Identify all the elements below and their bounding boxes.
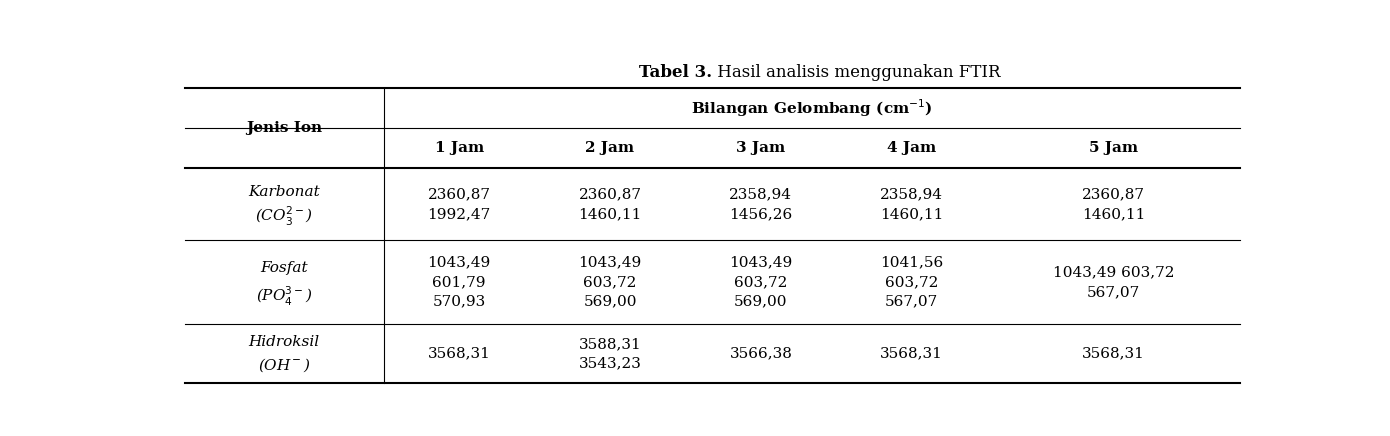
Text: Hasil analisis menggunakan FTIR: Hasil analisis menggunakan FTIR: [713, 64, 1001, 81]
Text: (OH$^-$): (OH$^-$): [257, 357, 310, 374]
Text: 2358,94
1456,26: 2358,94 1456,26: [730, 187, 792, 221]
Text: 2360,87
1460,11: 2360,87 1460,11: [578, 187, 642, 221]
Text: 2358,94
1460,11: 2358,94 1460,11: [880, 187, 944, 221]
Text: Karbonat: Karbonat: [249, 185, 320, 200]
Text: Fosfat: Fosfat: [260, 261, 309, 275]
Text: 1043,49
603,72
569,00: 1043,49 603,72 569,00: [730, 256, 792, 309]
Text: Jenis Ion: Jenis Ion: [246, 121, 322, 135]
Text: 3568,31: 3568,31: [428, 347, 491, 361]
Text: (CO$_3^{2-}$): (CO$_3^{2-}$): [256, 204, 313, 228]
Text: Hidroksil: Hidroksil: [249, 335, 320, 349]
Text: 3568,31: 3568,31: [880, 347, 942, 361]
Text: 4 Jam: 4 Jam: [887, 141, 937, 155]
Text: 1043,49
603,72
569,00: 1043,49 603,72 569,00: [578, 256, 642, 309]
Text: 3566,38: 3566,38: [730, 347, 792, 361]
Text: Bilangan Gelombang (cm$^{-1}$): Bilangan Gelombang (cm$^{-1}$): [691, 97, 933, 119]
Text: 3588,31
3543,23: 3588,31 3543,23: [578, 337, 641, 370]
Text: 1041,56
603,72
567,07: 1041,56 603,72 567,07: [880, 256, 944, 309]
Text: 1043,49
601,79
570,93: 1043,49 601,79 570,93: [428, 256, 491, 309]
Text: 5 Jam: 5 Jam: [1090, 141, 1138, 155]
Text: 1 Jam: 1 Jam: [435, 141, 484, 155]
Text: 2360,87
1992,47: 2360,87 1992,47: [428, 187, 491, 221]
Text: 2 Jam: 2 Jam: [585, 141, 635, 155]
Text: (PO$_4^{3-}$): (PO$_4^{3-}$): [256, 285, 313, 308]
Text: 3 Jam: 3 Jam: [737, 141, 785, 155]
Text: Tabel 3.: Tabel 3.: [639, 64, 713, 81]
Text: 1043,49 603,72
567,07: 1043,49 603,72 567,07: [1052, 266, 1175, 299]
Text: 3568,31: 3568,31: [1083, 347, 1145, 361]
Text: 2360,87
1460,11: 2360,87 1460,11: [1081, 187, 1145, 221]
